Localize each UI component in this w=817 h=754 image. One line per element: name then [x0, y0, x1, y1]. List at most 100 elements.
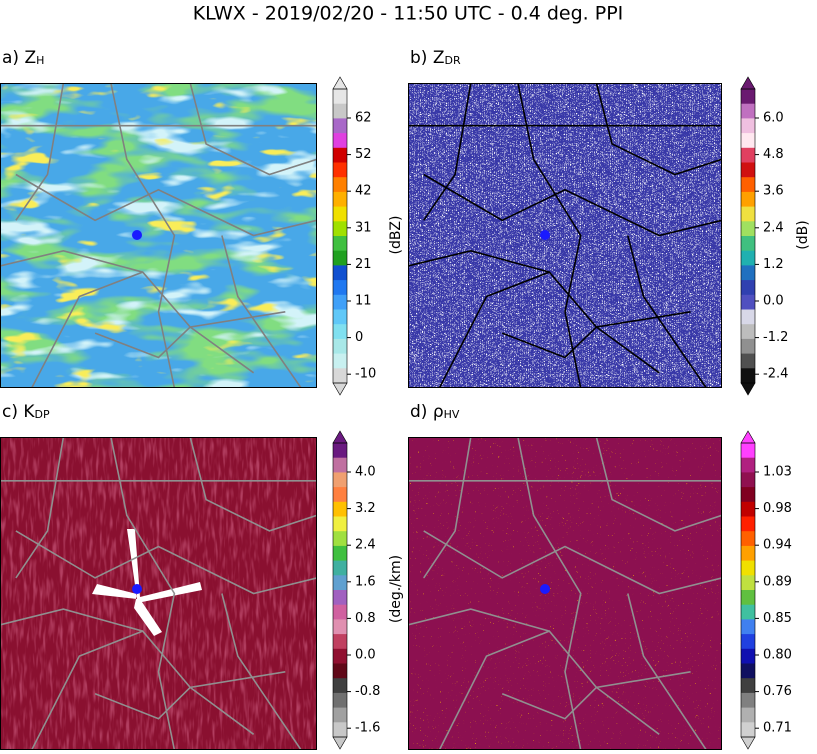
- colorbar-tick-label: 0.71: [763, 721, 792, 736]
- colorbar-tick-label: 11: [355, 294, 372, 309]
- colorbar-segment: [741, 309, 755, 325]
- colorbar-tick-label: 0.0: [763, 294, 784, 309]
- colorbar-unit: (dBZ): [388, 215, 404, 254]
- colorbar-segment: [333, 590, 347, 606]
- colorbar-segment: [741, 162, 755, 178]
- colorbar-segment: [333, 692, 347, 708]
- colorbar-segment: [741, 147, 755, 163]
- colorbar-segment: [741, 648, 755, 664]
- colorbar-frame: [740, 88, 756, 384]
- colorbar-segment: [741, 634, 755, 650]
- colorbar-segment: [741, 133, 755, 149]
- colorbar-segment: [333, 118, 347, 134]
- colorbar-segment: [741, 604, 755, 620]
- colorbar-bottom: [332, 736, 348, 750]
- radar-site: [132, 584, 142, 594]
- panel-frame: [408, 83, 722, 388]
- colorbar-segment: [333, 604, 347, 620]
- colorbar-segment: [741, 338, 755, 354]
- map-borders: [0, 437, 317, 750]
- colorbar-tick-label: -0.8: [355, 684, 380, 699]
- colorbar-segment: [741, 443, 755, 459]
- panel-label-sub: H: [36, 54, 44, 67]
- colorbar-segment: [333, 221, 347, 237]
- colorbar-tick-label: 1.2: [763, 257, 784, 272]
- colorbar-tick-label: 21: [355, 257, 372, 272]
- colorbar-tick-label: -1.2: [763, 330, 788, 345]
- figure-title: KLWX - 2019/02/20 - 11:50 UTC - 0.4 deg.…: [193, 3, 624, 25]
- colorbar-frame: [332, 88, 348, 384]
- colorbar-segment: [333, 663, 347, 679]
- colorbar-segment: [741, 206, 755, 222]
- colorbar-tick-label: 3.6: [763, 184, 784, 199]
- colorbar-tick-label: 0.98: [763, 501, 792, 516]
- panel-label: c) KDP: [2, 402, 50, 422]
- colorbar-segment: [333, 678, 347, 694]
- colorbar-tick-label: 4.8: [763, 147, 784, 162]
- colorbar-segment: [333, 236, 347, 252]
- colorbar-segment: [741, 545, 755, 561]
- colorbar-segment: [333, 368, 347, 384]
- radar-site: [540, 230, 550, 240]
- radar-echo: [408, 437, 722, 750]
- colorbar-segment: [333, 265, 347, 281]
- colorbar-tick-label: 0.89: [763, 574, 792, 589]
- colorbar-segment: [333, 575, 347, 591]
- colorbar-segment: [333, 634, 347, 650]
- colorbar-segment: [333, 191, 347, 207]
- panel-label-sub: DR: [444, 54, 460, 67]
- radar-echo: [0, 83, 317, 388]
- colorbar-segment: [333, 516, 347, 532]
- colorbar-segment: [333, 531, 347, 547]
- colorbar-tick-label: 0.85: [763, 611, 792, 626]
- colorbar-segment: [741, 294, 755, 310]
- panel-label-main: d) ρ: [410, 402, 444, 422]
- colorbar-segment: [333, 280, 347, 296]
- colorbar-frame: [332, 442, 348, 738]
- colorbar-segment: [741, 250, 755, 266]
- colorbar-tick-label: 6.0: [763, 111, 784, 126]
- colorbar-segment: [333, 177, 347, 193]
- colorbar-segment: [333, 206, 347, 222]
- colorbar-segment: [333, 443, 347, 459]
- colorbar-tick-label: 1.03: [763, 465, 792, 480]
- colorbar-segment: [333, 501, 347, 517]
- panel-label: b) ZDR: [410, 48, 461, 68]
- colorbar-tick-label: 0.76: [763, 684, 792, 699]
- panel-label-main: a) Z: [2, 48, 36, 68]
- colorbar-tick-label: 31: [355, 220, 372, 235]
- colorbar-segment: [333, 103, 347, 119]
- colorbar-unit: (deg./km): [388, 555, 404, 623]
- colorbar-segment: [333, 472, 347, 488]
- colorbar-tick-label: 0: [355, 330, 363, 345]
- colorbar-top: [332, 76, 348, 90]
- colorbar-segment: [333, 294, 347, 310]
- colorbar-segment: [741, 516, 755, 532]
- colorbar-segment: [333, 309, 347, 325]
- colorbar-segment: [741, 692, 755, 708]
- colorbar-segment: [333, 722, 347, 738]
- radar-panel: [0, 437, 317, 750]
- colorbar-top: [332, 430, 348, 444]
- colorbar-segment: [741, 221, 755, 237]
- colorbar-tick-label: -2.4: [763, 367, 788, 382]
- panel-label-main: c) K: [2, 402, 35, 422]
- colorbar-segment: [741, 590, 755, 606]
- colorbar-tick-label: 4.0: [355, 465, 376, 480]
- colorbar-segment: [333, 353, 347, 369]
- colorbar-segment: [741, 575, 755, 591]
- colorbar-tick-label: 0.0: [355, 648, 376, 663]
- colorbar-segment: [333, 147, 347, 163]
- colorbar-segment: [741, 177, 755, 193]
- colorbar-tick-label: 2.4: [763, 220, 784, 235]
- colorbar-segment: [333, 545, 347, 561]
- panel-label-main: b) Z: [410, 48, 444, 68]
- colorbar-segment: [741, 457, 755, 473]
- colorbar-bottom: [740, 736, 756, 750]
- colorbar-segment: [741, 487, 755, 503]
- colorbar-segment: [333, 133, 347, 149]
- colorbar-segment: [741, 353, 755, 369]
- radar-site: [540, 584, 550, 594]
- colorbar-segment: [741, 280, 755, 296]
